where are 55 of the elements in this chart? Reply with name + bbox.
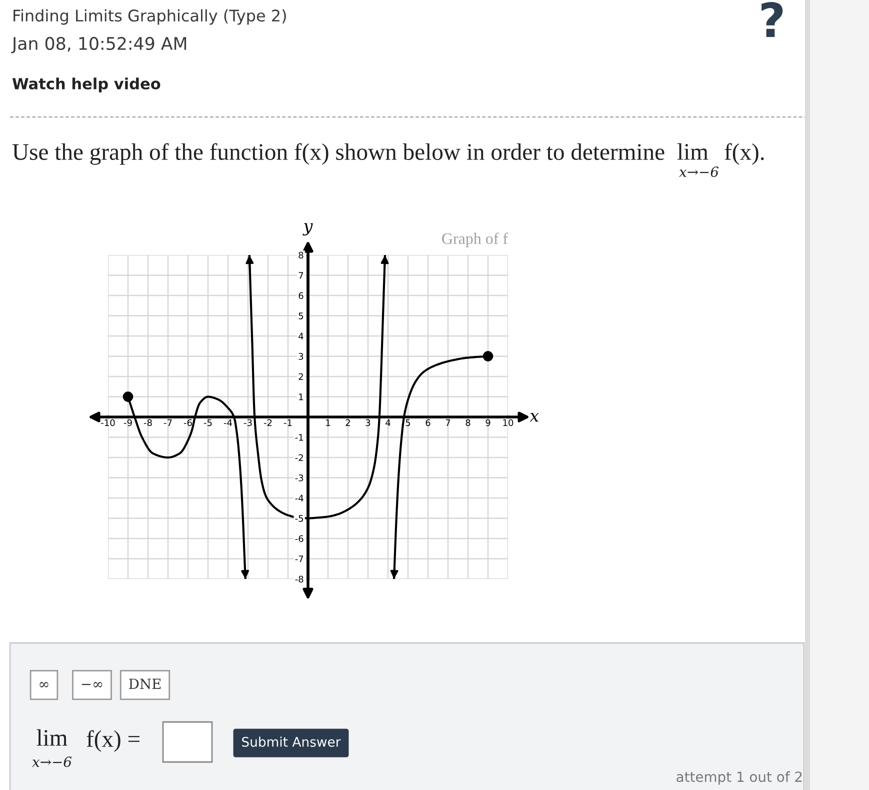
text: Jan 08, 10:52:49 AM (11, 36, 186, 54)
y-tick-label: -8 (295, 576, 304, 583)
y-tick-label: -2 (295, 454, 303, 461)
y-tick-label: 8 (298, 252, 304, 259)
x-tick-label: 1 (326, 419, 330, 426)
x-tick-label: -8 (144, 419, 152, 426)
x-tick-label: -3 (244, 419, 252, 426)
x-tick-label: 3 (366, 419, 370, 426)
x-tick-label: -7 (164, 419, 172, 426)
x-tick-label: 2 (346, 419, 350, 426)
x-tick-label: -10 (101, 419, 115, 426)
x-tick-label: 9 (486, 419, 490, 426)
y-tick-label: 5 (298, 312, 304, 320)
x-tick-label: 6 (426, 419, 430, 426)
text: x→−6 (679, 166, 719, 178)
x-tick-label: -5 (204, 419, 212, 426)
y-axis-title: y (302, 223, 313, 236)
text: attempt 1 out of 2 (676, 771, 802, 785)
x-tick-label: 8 (466, 419, 470, 426)
chart-title: Graph of f (442, 232, 508, 248)
x-tick-label: 4 (386, 419, 390, 426)
text: Submit Answer (242, 736, 341, 747)
x-tick-label: 7 (446, 419, 450, 426)
x-tick-label: 10 (503, 419, 514, 426)
x-tick-label: -4 (224, 419, 232, 426)
text: lim (677, 143, 708, 160)
x-tick-label: -1 (284, 419, 292, 426)
y-tick-label: 4 (298, 332, 304, 340)
text: lim (36, 729, 68, 746)
x-tick-label: -9 (124, 419, 132, 426)
y-tick-label: 7 (298, 272, 304, 279)
y-tick-label: 1 (299, 394, 303, 400)
text: Finding Limits Graphically (Type 2) (14, 9, 286, 25)
text: x→−6 (32, 756, 72, 768)
y-tick-label: -4 (295, 494, 304, 502)
y-tick-label: 6 (298, 292, 304, 300)
y-tick-label: 3 (298, 352, 304, 360)
y-tick-label: -1 (295, 434, 303, 441)
x-tick-label: -6 (184, 419, 192, 426)
x-tick-label: 5 (406, 419, 410, 426)
x-tick-label: -2 (264, 419, 272, 426)
text: DNE (129, 678, 161, 690)
x-axis-title: x (530, 412, 539, 422)
y-tick-label: -5 (295, 515, 304, 522)
y-tick-label: -3 (295, 474, 304, 482)
y-tick-label: -6 (295, 535, 304, 542)
text: −∞ (82, 682, 102, 688)
text: ∞ (40, 682, 48, 688)
text: Watch help video (12, 78, 160, 92)
y-tick-label: 2 (298, 373, 303, 380)
text: f(x) = (86, 730, 140, 752)
text: Use the graph of the function f(x) shown below in order to determine (12, 143, 664, 165)
text: ? (762, 2, 783, 38)
text: f(x). (724, 143, 764, 165)
y-tick-label: -7 (295, 556, 304, 562)
